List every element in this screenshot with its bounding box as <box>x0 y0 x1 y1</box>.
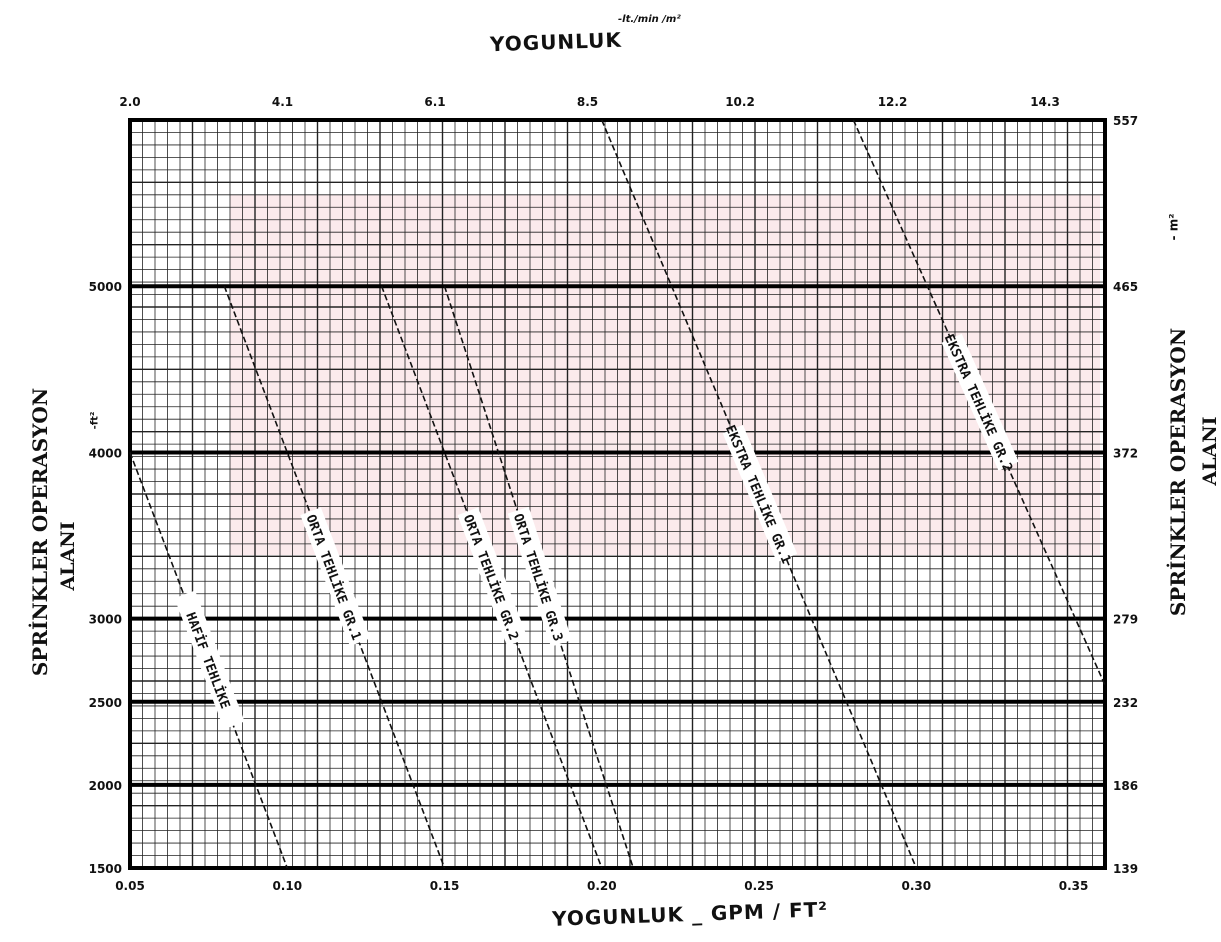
top-tick-label: 4.1 <box>272 95 293 109</box>
bottom-tick-label: 0.25 <box>744 879 774 893</box>
left-tick-label: 5000 <box>89 280 122 294</box>
series-label-bg <box>722 424 798 563</box>
left-tick-label: 2500 <box>89 696 122 710</box>
right-tick-label: 186 <box>1113 779 1138 793</box>
series-line <box>129 452 289 869</box>
left-tick-label: 4000 <box>89 446 122 460</box>
top-tick-label: 2.0 <box>119 95 140 109</box>
series-label-bg <box>941 333 1019 471</box>
top-tick-label: 12.2 <box>878 95 908 109</box>
left-tick-label: 2000 <box>89 779 122 793</box>
left-axis-title-line2: ALANI <box>57 521 79 591</box>
top-tick-label: 14.3 <box>1030 95 1060 109</box>
right-tick-label: 139 <box>1113 862 1138 876</box>
bottom-tick-label: 0.30 <box>901 879 931 893</box>
right-axis-title-line2: ALANI <box>1199 416 1221 486</box>
series-label-bg <box>457 507 528 647</box>
left-axis-unit: -ft² <box>89 411 101 430</box>
bottom-tick-label: 0.15 <box>430 879 460 893</box>
right-tick-label: 557 <box>1113 114 1138 128</box>
bottom-tick-label: 0.20 <box>587 879 617 893</box>
right-tick-label: 372 <box>1113 446 1138 460</box>
series-label-bg <box>174 590 245 730</box>
right-tick-label: 465 <box>1113 280 1138 294</box>
top-axis-title: YOGUNLUK <box>489 27 623 57</box>
left-tick-label: 3000 <box>89 613 122 627</box>
right-tick-label: 279 <box>1113 613 1138 627</box>
top-tick-label: 6.1 <box>424 95 445 109</box>
top-tick-label: 10.2 <box>725 95 755 109</box>
left-axis-title: SPRİNKLER OPERASYON <box>28 387 52 677</box>
series-label-bg <box>507 506 572 647</box>
bottom-tick-label: 0.10 <box>272 879 302 893</box>
plot-frame <box>128 118 1107 870</box>
right-tick-label: 232 <box>1113 696 1138 710</box>
right-axis-title: SPRİNKLER OPERASYON <box>1166 327 1190 617</box>
right-axis-unit: - m² <box>1166 213 1181 241</box>
series-label-bg <box>300 507 371 647</box>
top-tick-label: 8.5 <box>577 95 598 109</box>
series-line <box>443 285 634 869</box>
left-tick-label: 1500 <box>89 862 122 876</box>
top-axis-unit: -lt./min /m² <box>618 14 681 25</box>
bottom-tick-label: 0.05 <box>115 879 145 893</box>
bottom-tick-label: 0.35 <box>1059 879 1089 893</box>
